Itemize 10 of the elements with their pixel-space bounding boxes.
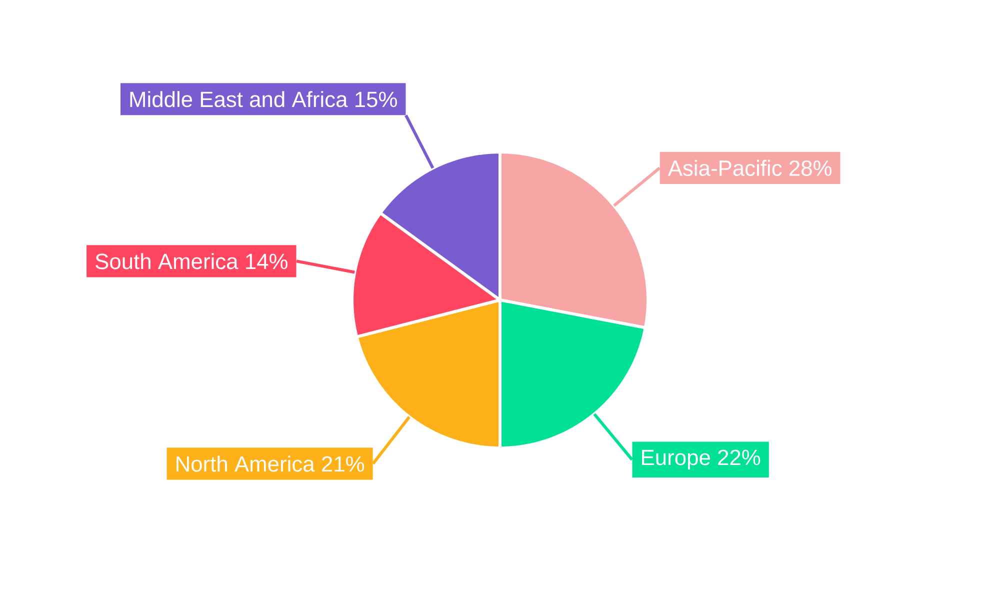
data-label: 21%	[322, 456, 364, 472]
slice-label: South America	[96, 253, 238, 270]
data-label: 28%	[790, 160, 832, 176]
slice-label: Middle East and Africa	[130, 91, 348, 108]
data-label: 14%	[246, 254, 288, 270]
slice-label: Asia-Pacific	[668, 160, 782, 176]
data-label: 22%	[718, 450, 760, 466]
slice-label: North America	[176, 456, 315, 472]
data-label: 15%	[356, 92, 397, 108]
slice-label: Europe	[642, 450, 710, 470]
